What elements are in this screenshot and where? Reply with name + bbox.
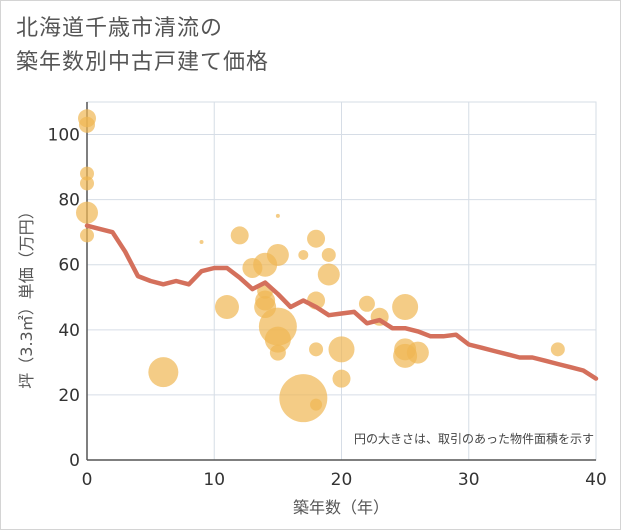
data-bubble [328, 336, 355, 363]
data-bubble [310, 398, 323, 411]
y-tick-label: 20 [58, 386, 80, 406]
data-bubble [148, 357, 179, 388]
x-tick-label: 30 [458, 470, 480, 490]
data-bubble [358, 295, 375, 312]
x-tick-label: 0 [82, 470, 93, 490]
data-bubble [266, 243, 289, 266]
data-bubble [80, 228, 94, 243]
data-bubble [76, 201, 98, 224]
chart-title-line1: 北海道千歳市清流の [16, 16, 224, 41]
tick-labels: 0 10 20 30 40 0 20 40 60 80 100 [48, 126, 607, 490]
data-bubble [279, 374, 328, 423]
data-bubble [199, 239, 204, 244]
y-tick-label: 100 [48, 126, 80, 146]
x-tick-label: 40 [585, 470, 607, 490]
x-tick-label: 10 [203, 470, 225, 490]
data-bubble [80, 166, 94, 181]
data-bubble [332, 369, 351, 388]
data-bubble [317, 263, 340, 286]
data-bubble [298, 249, 309, 260]
data-bubble [309, 342, 324, 357]
y-tick-label: 0 [69, 451, 80, 471]
x-axis-label: 築年数（年） [293, 498, 389, 517]
data-bubble [79, 116, 95, 133]
x-tick-label: 20 [331, 470, 353, 490]
y-tick-label: 60 [58, 256, 80, 276]
data-bubble [264, 326, 291, 353]
data-bubble [269, 344, 286, 361]
data-bubble [214, 295, 239, 320]
data-bubble [550, 342, 565, 357]
data-bubble [406, 341, 429, 364]
chart-note: 円の大きさは、取引のあった物件面積を示す [354, 431, 594, 446]
data-bubble [321, 247, 336, 262]
data-bubble [307, 229, 326, 248]
chart-title: 北海道千歳市清流の 築年数別中古戸建て価格 [16, 12, 269, 80]
bubble-series [76, 109, 565, 423]
y-tick-label: 40 [58, 321, 80, 341]
trend-series [84, 223, 599, 381]
data-bubble [80, 176, 94, 191]
y-tick-label: 80 [58, 191, 80, 211]
grid-lines [86, 101, 597, 461]
y-axis-label: 坪（3.3㎡）単価（万円） [17, 203, 36, 388]
data-bubble [275, 213, 280, 218]
axes [86, 102, 596, 461]
data-bubble [230, 226, 249, 245]
data-bubble [392, 294, 419, 321]
trend-line [84, 223, 599, 381]
chart-title-line2: 築年数別中古戸建て価格 [16, 50, 270, 75]
